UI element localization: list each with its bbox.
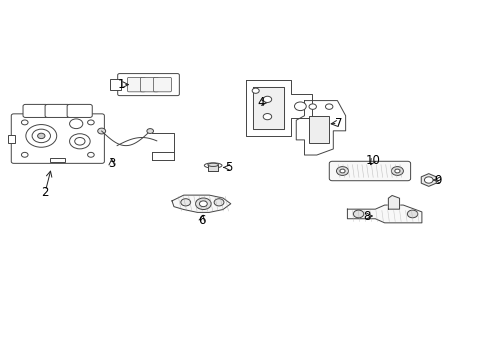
Polygon shape <box>246 80 312 136</box>
Circle shape <box>309 104 317 109</box>
Circle shape <box>22 120 28 125</box>
Text: 1: 1 <box>118 78 125 91</box>
Circle shape <box>263 96 271 103</box>
Circle shape <box>252 88 259 93</box>
Circle shape <box>263 113 271 120</box>
Circle shape <box>199 201 207 207</box>
Bar <box>110 79 121 90</box>
Polygon shape <box>172 195 231 212</box>
Circle shape <box>38 133 45 139</box>
Circle shape <box>26 125 57 147</box>
Circle shape <box>196 198 211 210</box>
Circle shape <box>294 102 306 111</box>
Polygon shape <box>389 195 399 209</box>
FancyBboxPatch shape <box>45 104 70 117</box>
Circle shape <box>424 177 433 183</box>
Circle shape <box>98 128 106 134</box>
Circle shape <box>70 119 83 129</box>
Bar <box>309 116 329 143</box>
Bar <box>8 135 15 143</box>
Text: 7: 7 <box>335 117 343 130</box>
Text: 10: 10 <box>366 154 381 167</box>
Polygon shape <box>296 100 345 155</box>
Bar <box>208 165 219 171</box>
FancyBboxPatch shape <box>141 77 158 92</box>
Circle shape <box>181 199 191 206</box>
FancyBboxPatch shape <box>118 73 179 96</box>
Circle shape <box>353 210 364 218</box>
FancyBboxPatch shape <box>153 77 172 92</box>
Circle shape <box>32 129 50 143</box>
Ellipse shape <box>208 163 219 166</box>
Circle shape <box>88 152 94 157</box>
Text: 8: 8 <box>363 210 370 222</box>
Text: 4: 4 <box>257 96 265 109</box>
Circle shape <box>392 167 403 175</box>
Bar <box>50 158 65 162</box>
Text: 5: 5 <box>224 161 232 174</box>
FancyBboxPatch shape <box>23 104 48 117</box>
Polygon shape <box>421 174 436 186</box>
Ellipse shape <box>204 163 222 168</box>
Text: 6: 6 <box>198 214 206 227</box>
FancyBboxPatch shape <box>127 77 146 92</box>
FancyBboxPatch shape <box>329 161 411 181</box>
Circle shape <box>325 104 333 109</box>
Polygon shape <box>253 87 284 129</box>
Circle shape <box>214 199 224 206</box>
Circle shape <box>337 167 348 175</box>
Circle shape <box>88 120 94 125</box>
Circle shape <box>70 134 90 149</box>
Circle shape <box>74 138 85 145</box>
Text: 2: 2 <box>41 186 49 199</box>
Bar <box>208 165 219 171</box>
Text: 3: 3 <box>108 157 116 170</box>
FancyBboxPatch shape <box>11 114 104 163</box>
Circle shape <box>22 152 28 157</box>
Circle shape <box>147 129 153 134</box>
Circle shape <box>340 169 345 173</box>
Polygon shape <box>347 205 422 223</box>
Text: 9: 9 <box>434 174 441 186</box>
Circle shape <box>407 210 418 218</box>
FancyBboxPatch shape <box>67 104 92 117</box>
Circle shape <box>395 169 400 173</box>
